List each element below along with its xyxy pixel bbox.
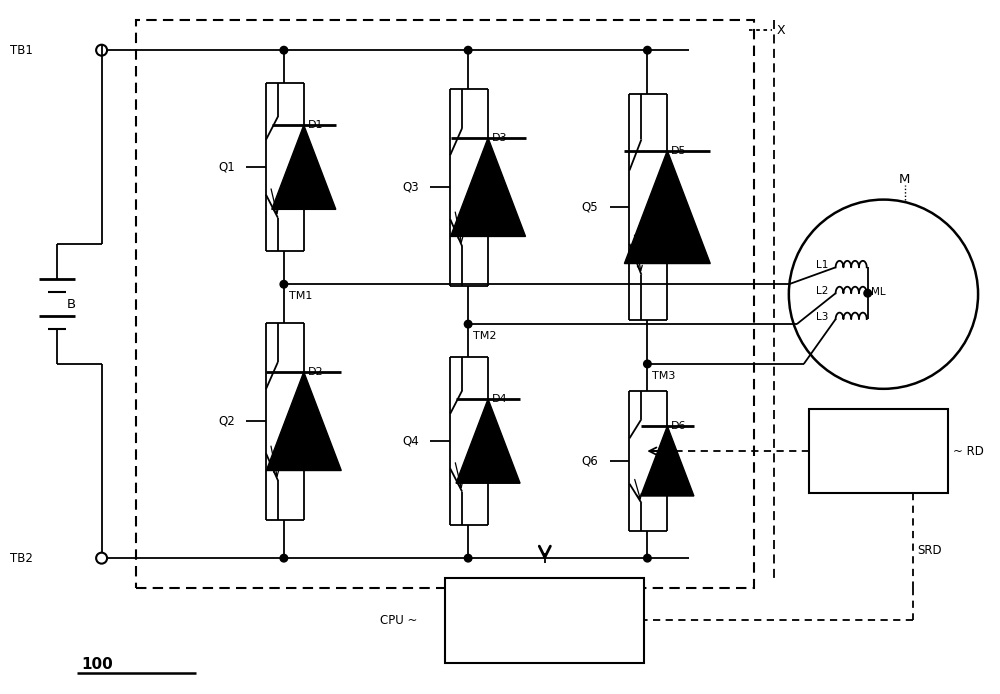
Text: L2: L2 — [816, 286, 828, 296]
Text: D2: D2 — [308, 367, 323, 377]
Text: ~ RD: ~ RD — [953, 445, 984, 457]
Circle shape — [464, 555, 472, 562]
Polygon shape — [272, 125, 336, 210]
Text: Q5: Q5 — [582, 201, 598, 214]
Text: X: X — [777, 24, 786, 37]
Polygon shape — [624, 151, 710, 264]
Text: ML: ML — [871, 287, 885, 297]
Circle shape — [644, 360, 651, 368]
Bar — [809, 409, 948, 493]
Text: TB2: TB2 — [10, 552, 33, 565]
Circle shape — [864, 289, 872, 297]
Circle shape — [644, 46, 651, 54]
Text: D1: D1 — [308, 120, 323, 130]
Text: TM3: TM3 — [652, 371, 676, 381]
Text: TM2: TM2 — [473, 331, 497, 341]
Text: M: M — [898, 174, 910, 186]
Polygon shape — [451, 138, 526, 237]
Circle shape — [280, 555, 288, 562]
Text: D4: D4 — [492, 394, 508, 404]
Polygon shape — [456, 399, 520, 483]
Text: Q2: Q2 — [218, 415, 235, 428]
Bar — [136, 20, 754, 588]
Text: 100: 100 — [82, 657, 113, 672]
Text: D6: D6 — [671, 421, 687, 431]
Text: Q1: Q1 — [218, 161, 235, 174]
Text: TB1: TB1 — [10, 44, 33, 57]
Polygon shape — [641, 426, 694, 496]
Text: L1: L1 — [816, 260, 828, 271]
Bar — [445, 578, 644, 663]
Text: CPU ~: CPU ~ — [380, 614, 418, 627]
Text: D3: D3 — [492, 133, 508, 143]
Circle shape — [280, 280, 288, 288]
Circle shape — [644, 555, 651, 562]
Circle shape — [464, 321, 472, 328]
Text: TM1: TM1 — [289, 291, 312, 301]
Text: Q4: Q4 — [402, 434, 419, 448]
Text: B: B — [67, 298, 76, 311]
Circle shape — [280, 46, 288, 54]
Text: Q3: Q3 — [402, 180, 419, 194]
Text: Q6: Q6 — [582, 455, 598, 468]
Circle shape — [464, 46, 472, 54]
Text: D5: D5 — [671, 146, 687, 155]
Text: 检测部: 检测部 — [866, 445, 890, 457]
Text: L3: L3 — [816, 312, 828, 322]
Text: 控制部: 控制部 — [533, 614, 557, 627]
Text: SRD: SRD — [917, 544, 942, 557]
Polygon shape — [266, 372, 341, 471]
